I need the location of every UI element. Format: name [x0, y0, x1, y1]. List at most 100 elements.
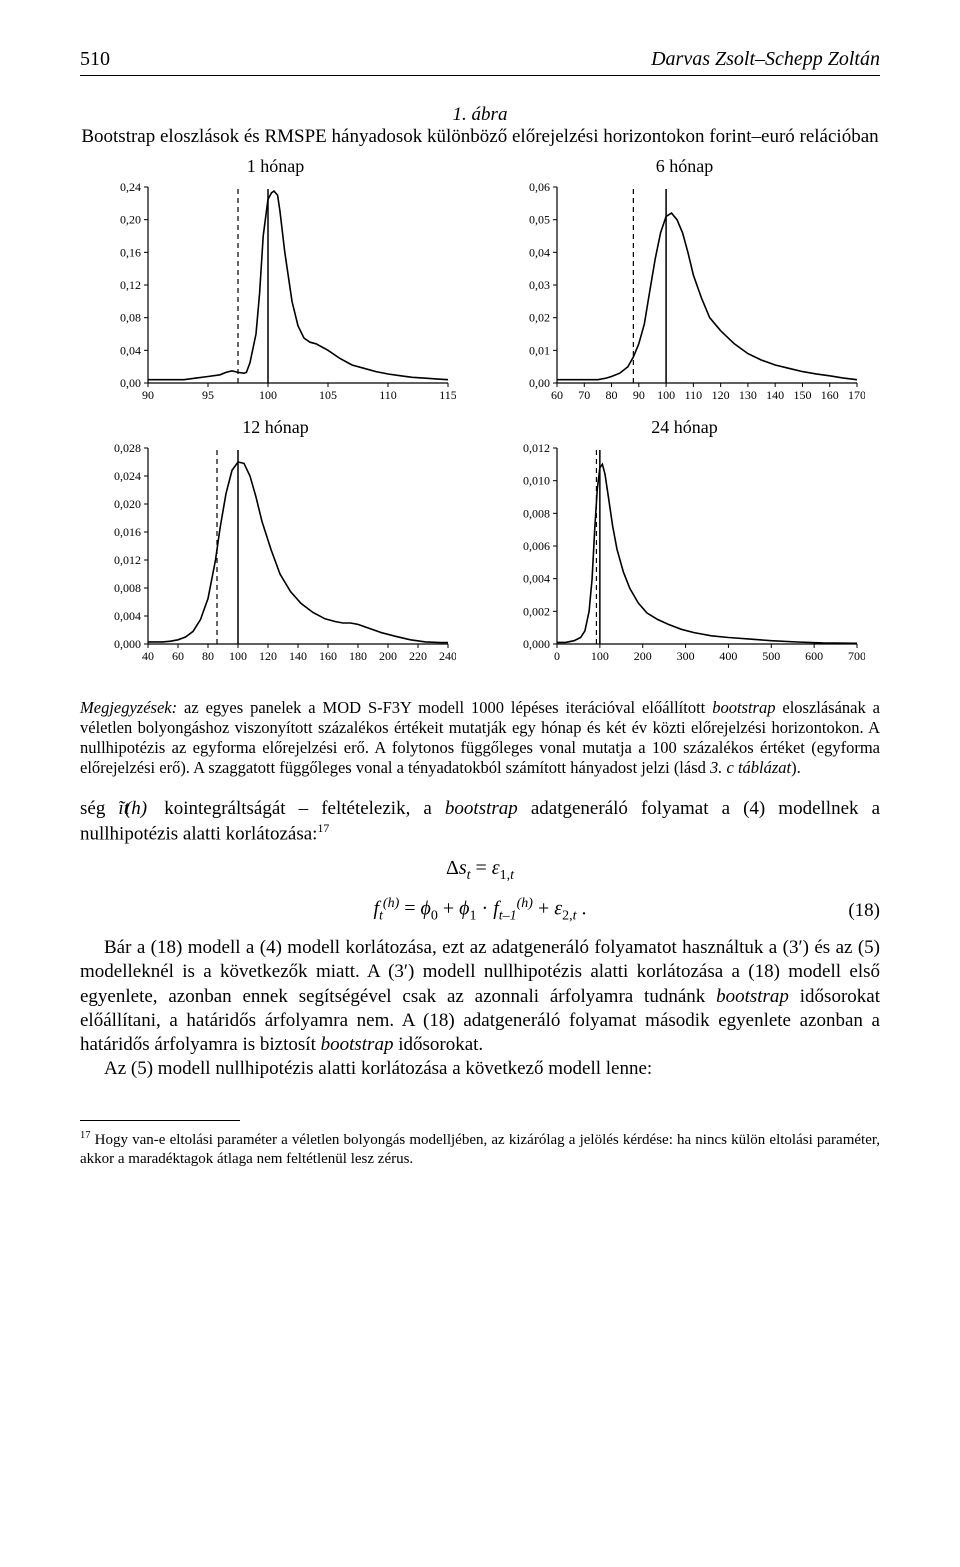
svg-text:300: 300 [676, 649, 694, 663]
svg-text:0,004: 0,004 [523, 572, 550, 586]
figure-label: 1. ábra [80, 104, 880, 126]
svg-text:700: 700 [848, 649, 865, 663]
chart-panel-title: 24 hónap [651, 417, 718, 438]
chart-panel-3: 12 hónap0,0000,0040,0080,0120,0160,0200,… [80, 417, 471, 670]
notes-text-3: ). [791, 758, 801, 777]
svg-text:120: 120 [711, 388, 729, 402]
svg-text:110: 110 [684, 388, 702, 402]
chart-panel-title: 1 hónap [247, 156, 305, 177]
chart-svg: 0,0000,0040,0080,0120,0160,0200,0240,028… [96, 440, 456, 670]
body-bootstrap-2: bootstrap [716, 986, 789, 1007]
chart-panel-1: 1 hónap0,000,040,080,120,160,200,2490951… [80, 156, 471, 409]
chart-panel-2: 6 hónap0,000,010,020,030,040,050,0660708… [489, 156, 880, 409]
body-para-2: Bár a (18) modell a (4) modell korlátozá… [80, 936, 880, 1058]
svg-text:95: 95 [202, 388, 214, 402]
figure-panels: 1 hónap0,000,040,080,120,160,200,2490951… [80, 156, 880, 670]
svg-text:0,000: 0,000 [114, 637, 141, 651]
svg-text:40: 40 [142, 649, 154, 663]
svg-text:80: 80 [605, 388, 617, 402]
svg-text:0,16: 0,16 [120, 245, 141, 259]
svg-text:0,04: 0,04 [120, 343, 141, 357]
chart-panel-title: 12 hónap [242, 417, 309, 438]
header-authors: Darvas Zsolt–Schepp Zoltán [651, 48, 880, 71]
svg-text:100: 100 [657, 388, 675, 402]
svg-text:0,020: 0,020 [114, 497, 141, 511]
body-bootstrap-3: bootstrap [321, 1034, 394, 1055]
svg-text:100: 100 [229, 649, 247, 663]
svg-text:0,05: 0,05 [529, 213, 550, 227]
svg-text:130: 130 [738, 388, 756, 402]
footnote-ref-1: 17 [317, 822, 329, 835]
svg-text:105: 105 [319, 388, 337, 402]
svg-text:0,008: 0,008 [114, 581, 141, 595]
figure-caption: Bootstrap eloszlások és RMSPE hányadosok… [80, 126, 880, 148]
footnote-text: Hogy van-e eltolási paraméter a véletlen… [80, 1132, 880, 1167]
svg-text:70: 70 [578, 388, 590, 402]
svg-text:0: 0 [554, 649, 560, 663]
svg-text:160: 160 [319, 649, 337, 663]
svg-text:500: 500 [762, 649, 780, 663]
chart-svg: 0,000,040,080,120,160,200,24909510010511… [96, 179, 456, 409]
svg-text:0,04: 0,04 [529, 245, 550, 259]
svg-text:600: 600 [805, 649, 823, 663]
footnote: 17 Hogy van-e eltolási paraméter a vélet… [80, 1129, 880, 1169]
svg-text:220: 220 [409, 649, 427, 663]
svg-text:140: 140 [766, 388, 784, 402]
svg-text:0,000: 0,000 [523, 637, 550, 651]
page-number: 510 [80, 48, 110, 71]
svg-text:60: 60 [551, 388, 563, 402]
svg-text:0,028: 0,028 [114, 441, 141, 455]
chart-svg: 0,000,010,020,030,040,050,06607080901001… [505, 179, 865, 409]
footnote-rule [80, 1120, 240, 1121]
svg-text:100: 100 [590, 649, 608, 663]
svg-text:0,004: 0,004 [114, 609, 141, 623]
svg-text:60: 60 [172, 649, 184, 663]
svg-text:0,024: 0,024 [114, 469, 141, 483]
figure-title: 1. ábra Bootstrap eloszlások és RMSPE há… [80, 104, 880, 148]
svg-text:0,06: 0,06 [529, 180, 550, 194]
running-head: 510 Darvas Zsolt–Schepp Zoltán [80, 48, 880, 71]
svg-text:180: 180 [349, 649, 367, 663]
svg-text:0,008: 0,008 [523, 506, 550, 520]
svg-text:170: 170 [848, 388, 865, 402]
body-bootstrap-1: bootstrap [445, 798, 518, 819]
svg-text:0,002: 0,002 [523, 604, 550, 618]
svg-text:400: 400 [719, 649, 737, 663]
equation-number: (18) [848, 898, 880, 922]
svg-text:200: 200 [633, 649, 651, 663]
header-rule [80, 75, 880, 76]
chart-svg: 0,000 0,002 0,004 0,006 0,008 0,010 0,012 0 100 2… [505, 440, 865, 670]
svg-text:0,006: 0,006 [523, 539, 550, 553]
svg-text:160: 160 [820, 388, 838, 402]
svg-text:90: 90 [142, 388, 154, 402]
svg-text:120: 120 [259, 649, 277, 663]
svg-text:90: 90 [632, 388, 644, 402]
body-para-3: Az (5) modell nullhipotézis alatti korlá… [80, 1057, 880, 1081]
equation-1: Δst = ε1,t [80, 856, 880, 885]
body-line1a: ség [80, 798, 118, 819]
svg-text:150: 150 [793, 388, 811, 402]
svg-text:0,02: 0,02 [529, 311, 550, 325]
svg-text:110: 110 [379, 388, 397, 402]
svg-text:0,012: 0,012 [523, 441, 550, 455]
svg-text:80: 80 [202, 649, 214, 663]
equation-2: ft(h) = ϕ0 + ϕ1 · ft–1(h) + ε2,t . (18) [80, 895, 880, 926]
body-text: ség ĩt(h) kointegráltságát – feltételez… [80, 797, 880, 1082]
footnote-number: 17 [80, 1130, 91, 1141]
svg-text:115: 115 [439, 388, 456, 402]
notes-lead: Megjegyzések: [80, 698, 177, 717]
svg-text:0,03: 0,03 [529, 278, 550, 292]
svg-text:0,00: 0,00 [120, 376, 141, 390]
body-symbol: ĩt(h) [118, 797, 151, 821]
svg-text:240: 240 [439, 649, 456, 663]
svg-text:0,00: 0,00 [529, 376, 550, 390]
svg-text:100: 100 [259, 388, 277, 402]
svg-text:0,016: 0,016 [114, 525, 141, 539]
svg-text:0,010: 0,010 [523, 474, 550, 488]
chart-panel-title: 6 hónap [656, 156, 714, 177]
svg-text:0,08: 0,08 [120, 311, 141, 325]
svg-text:0,12: 0,12 [120, 278, 141, 292]
body-para2c: idősorokat. [393, 1034, 483, 1055]
body-line1b: kointegráltságát – feltételezik, a [164, 798, 432, 819]
svg-text:0,24: 0,24 [120, 180, 141, 194]
